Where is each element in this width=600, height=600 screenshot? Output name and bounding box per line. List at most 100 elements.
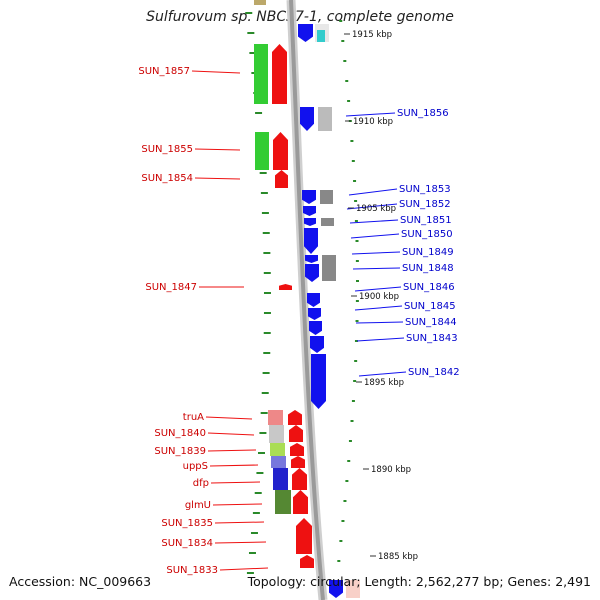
gc-dot-left xyxy=(261,212,269,214)
reverse-gene xyxy=(304,218,316,226)
forward-gene xyxy=(300,555,314,568)
gc-dot-left xyxy=(262,372,270,374)
label-leader-line xyxy=(348,188,398,196)
gc-dot-left xyxy=(260,192,268,194)
scale-tick-label: 1890 kbp xyxy=(371,465,411,475)
cog-box xyxy=(346,580,360,598)
backbone-track xyxy=(286,0,328,600)
gene-label: SUN_1845 xyxy=(404,301,456,312)
gc-dot-right xyxy=(355,320,359,322)
gc-dot-right xyxy=(345,80,349,82)
reverse-gene xyxy=(305,255,318,263)
gc-dot-left xyxy=(249,52,257,54)
gene-label: SUN_1851 xyxy=(400,215,452,226)
label-leader-line xyxy=(191,70,241,74)
length-label: Length: xyxy=(364,574,412,589)
gc-dot-right xyxy=(343,60,347,62)
forward-gene xyxy=(272,44,287,104)
forward-gene xyxy=(288,410,302,425)
gc-dot-left xyxy=(252,512,260,514)
gc-dot-left xyxy=(245,12,253,14)
gc-dot-left xyxy=(259,432,267,434)
label-leader-line xyxy=(355,321,404,324)
label-leader-line xyxy=(356,337,405,342)
label-leader-line xyxy=(352,267,401,270)
label-leader-line xyxy=(214,541,267,544)
reverse-gene xyxy=(304,228,318,254)
gc-dot-right xyxy=(337,560,341,562)
forward-gene xyxy=(275,170,288,188)
accession-label: Accession: xyxy=(9,574,76,589)
gene-label: SUN_1843 xyxy=(406,333,458,344)
reverse-gene xyxy=(307,293,320,307)
gc-dot-left xyxy=(263,352,271,354)
gc-dot-left xyxy=(259,172,267,174)
cog-box xyxy=(255,132,269,170)
gc-dot-right xyxy=(351,400,355,402)
gene-label: SUN_1835 xyxy=(161,518,213,529)
gc-dot-right xyxy=(355,300,359,302)
gc-dot-right xyxy=(355,260,359,262)
gc-dot-left xyxy=(248,552,256,554)
reverse-gene xyxy=(305,264,319,282)
cog-box xyxy=(322,255,336,281)
cog-box xyxy=(254,0,266,5)
scale-tick-label: 1885 kbp xyxy=(378,552,418,562)
gene-label: SUN_1839 xyxy=(154,446,206,457)
forward-gene xyxy=(293,490,308,514)
gc-dot-right xyxy=(339,20,343,22)
gene-label: SUN_1848 xyxy=(402,263,454,274)
map-title: Sulfurovum sp. NBC37-1, complete genome xyxy=(146,9,454,25)
gene-label: glmU xyxy=(185,500,211,511)
gene-label: SUN_1857 xyxy=(138,66,190,77)
gc-dot-right xyxy=(354,220,358,222)
accession-value: NC_009663 xyxy=(79,574,152,589)
gc-dot-right xyxy=(348,440,352,442)
gene-label: SUN_1846 xyxy=(403,282,455,293)
cog-box xyxy=(318,107,332,131)
genes-label: Genes: xyxy=(507,574,552,589)
gene-label: truA xyxy=(183,412,204,423)
forward-gene xyxy=(273,132,288,170)
label-leader-line xyxy=(205,416,253,420)
gene-label: SUN_1852 xyxy=(399,199,451,210)
cog-box xyxy=(317,30,325,42)
gc-dot-left xyxy=(250,532,258,534)
forward-gene xyxy=(296,518,312,554)
scale-tick-label: 1905 kbp xyxy=(356,204,396,214)
gene-track xyxy=(254,0,360,598)
gene-label: SUN_1854 xyxy=(141,173,193,184)
gc-dot-right xyxy=(339,540,343,542)
gc-dot-right xyxy=(354,200,358,202)
genome-stats: Topology: circular; Length: 2,562,277 bp… xyxy=(247,574,591,589)
gc-dot-right xyxy=(350,420,354,422)
label-leader-line xyxy=(346,203,398,210)
cog-box xyxy=(321,218,334,226)
label-leader-line xyxy=(212,503,263,506)
reverse-gene xyxy=(300,107,314,131)
reverse-gene xyxy=(311,354,326,409)
scale-tick-label: 1895 kbp xyxy=(364,378,404,388)
label-leader-line xyxy=(354,286,402,292)
reverse-gene xyxy=(310,336,324,353)
gene-label: SUN_1855 xyxy=(141,144,193,155)
label-leader-line xyxy=(207,432,255,436)
reverse-gene xyxy=(329,580,343,598)
gene-label: SUN_1847 xyxy=(145,282,197,293)
gc-dot-right xyxy=(341,520,345,522)
cog-box xyxy=(320,190,333,204)
gene-label: uppS xyxy=(183,461,208,472)
topology-value: circular xyxy=(310,574,357,589)
gc-dot-left xyxy=(255,112,263,114)
label-leader-line xyxy=(210,481,261,484)
gc-dot-right xyxy=(354,340,358,342)
accession-info: Accession: NC_009663 xyxy=(9,574,151,589)
gc-dot-right xyxy=(353,380,357,382)
gc-dot-right xyxy=(347,100,351,102)
gc-dot-right xyxy=(355,280,359,282)
label-leader-line xyxy=(345,112,396,117)
forward-gene xyxy=(290,443,304,456)
gene-label: dfp xyxy=(193,478,209,489)
topology-label: Topology: xyxy=(247,574,307,589)
